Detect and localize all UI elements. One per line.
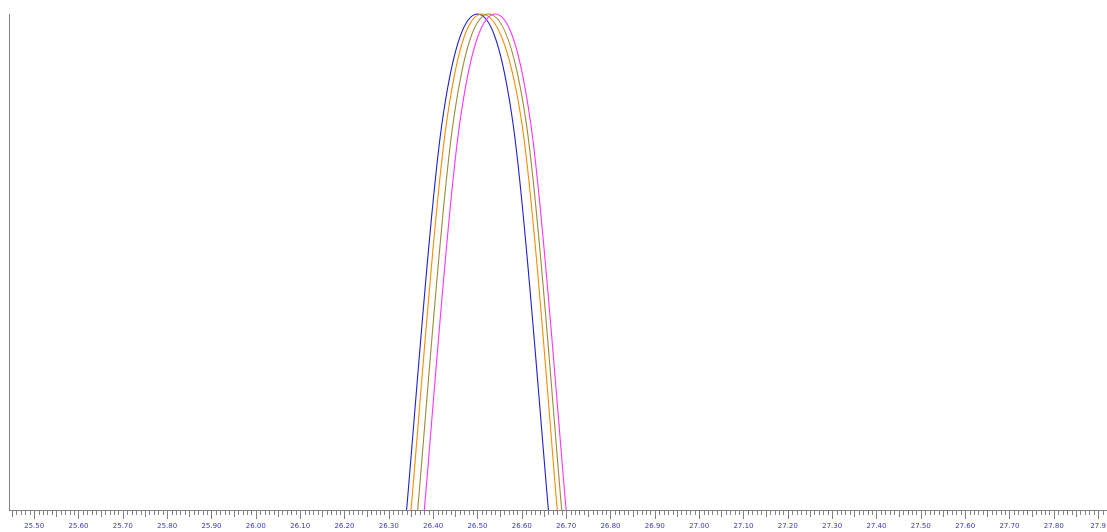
x-tick-label: 26.40 <box>423 522 443 530</box>
x-tick-label: 27.60 <box>955 522 975 530</box>
series-line-1 <box>406 13 549 511</box>
x-tick-label: 27.00 <box>689 522 709 530</box>
x-tick-label: 27.40 <box>866 522 886 530</box>
x-tick-label: 26.00 <box>246 522 266 530</box>
x-axis-tick-labels: 25.50 25.60 25.70 25.80 25.90 26.00 26.10 26.20… <box>24 522 1106 530</box>
series-line-4 <box>423 13 567 511</box>
x-tick-label: 27.70 <box>999 522 1019 530</box>
x-tick-label: 26.50 <box>467 522 487 530</box>
x-tick-label: 27.30 <box>822 522 842 530</box>
series-layer <box>406 13 567 511</box>
x-tick-label: 26.10 <box>290 522 310 530</box>
x-tick-label: 25.80 <box>157 522 177 530</box>
x-tick-label: 27.20 <box>778 522 798 530</box>
x-tick-label: 25.60 <box>68 522 88 530</box>
x-tick-label: 26.30 <box>379 522 399 530</box>
x-tick-label: 26.80 <box>600 522 620 530</box>
x-tick-label: 26.90 <box>645 522 665 530</box>
x-tick-label: 27.50 <box>911 522 931 530</box>
x-tick-label: 27.80 <box>1044 522 1064 530</box>
x-tick-label: 27.10 <box>733 522 753 530</box>
series-line-3 <box>417 13 563 511</box>
series-line-2 <box>410 13 558 511</box>
x-tick-label: 27.9 <box>1090 522 1106 530</box>
x-tick-label: 26.60 <box>512 522 532 530</box>
x-tick-label: 25.70 <box>113 522 133 530</box>
x-tick-label: 25.90 <box>201 522 221 530</box>
x-axis-ticks <box>12 511 1104 519</box>
x-tick-label: 26.70 <box>556 522 576 530</box>
x-tick-label: 25.50 <box>24 522 44 530</box>
x-tick-label: 26.20 <box>334 522 354 530</box>
